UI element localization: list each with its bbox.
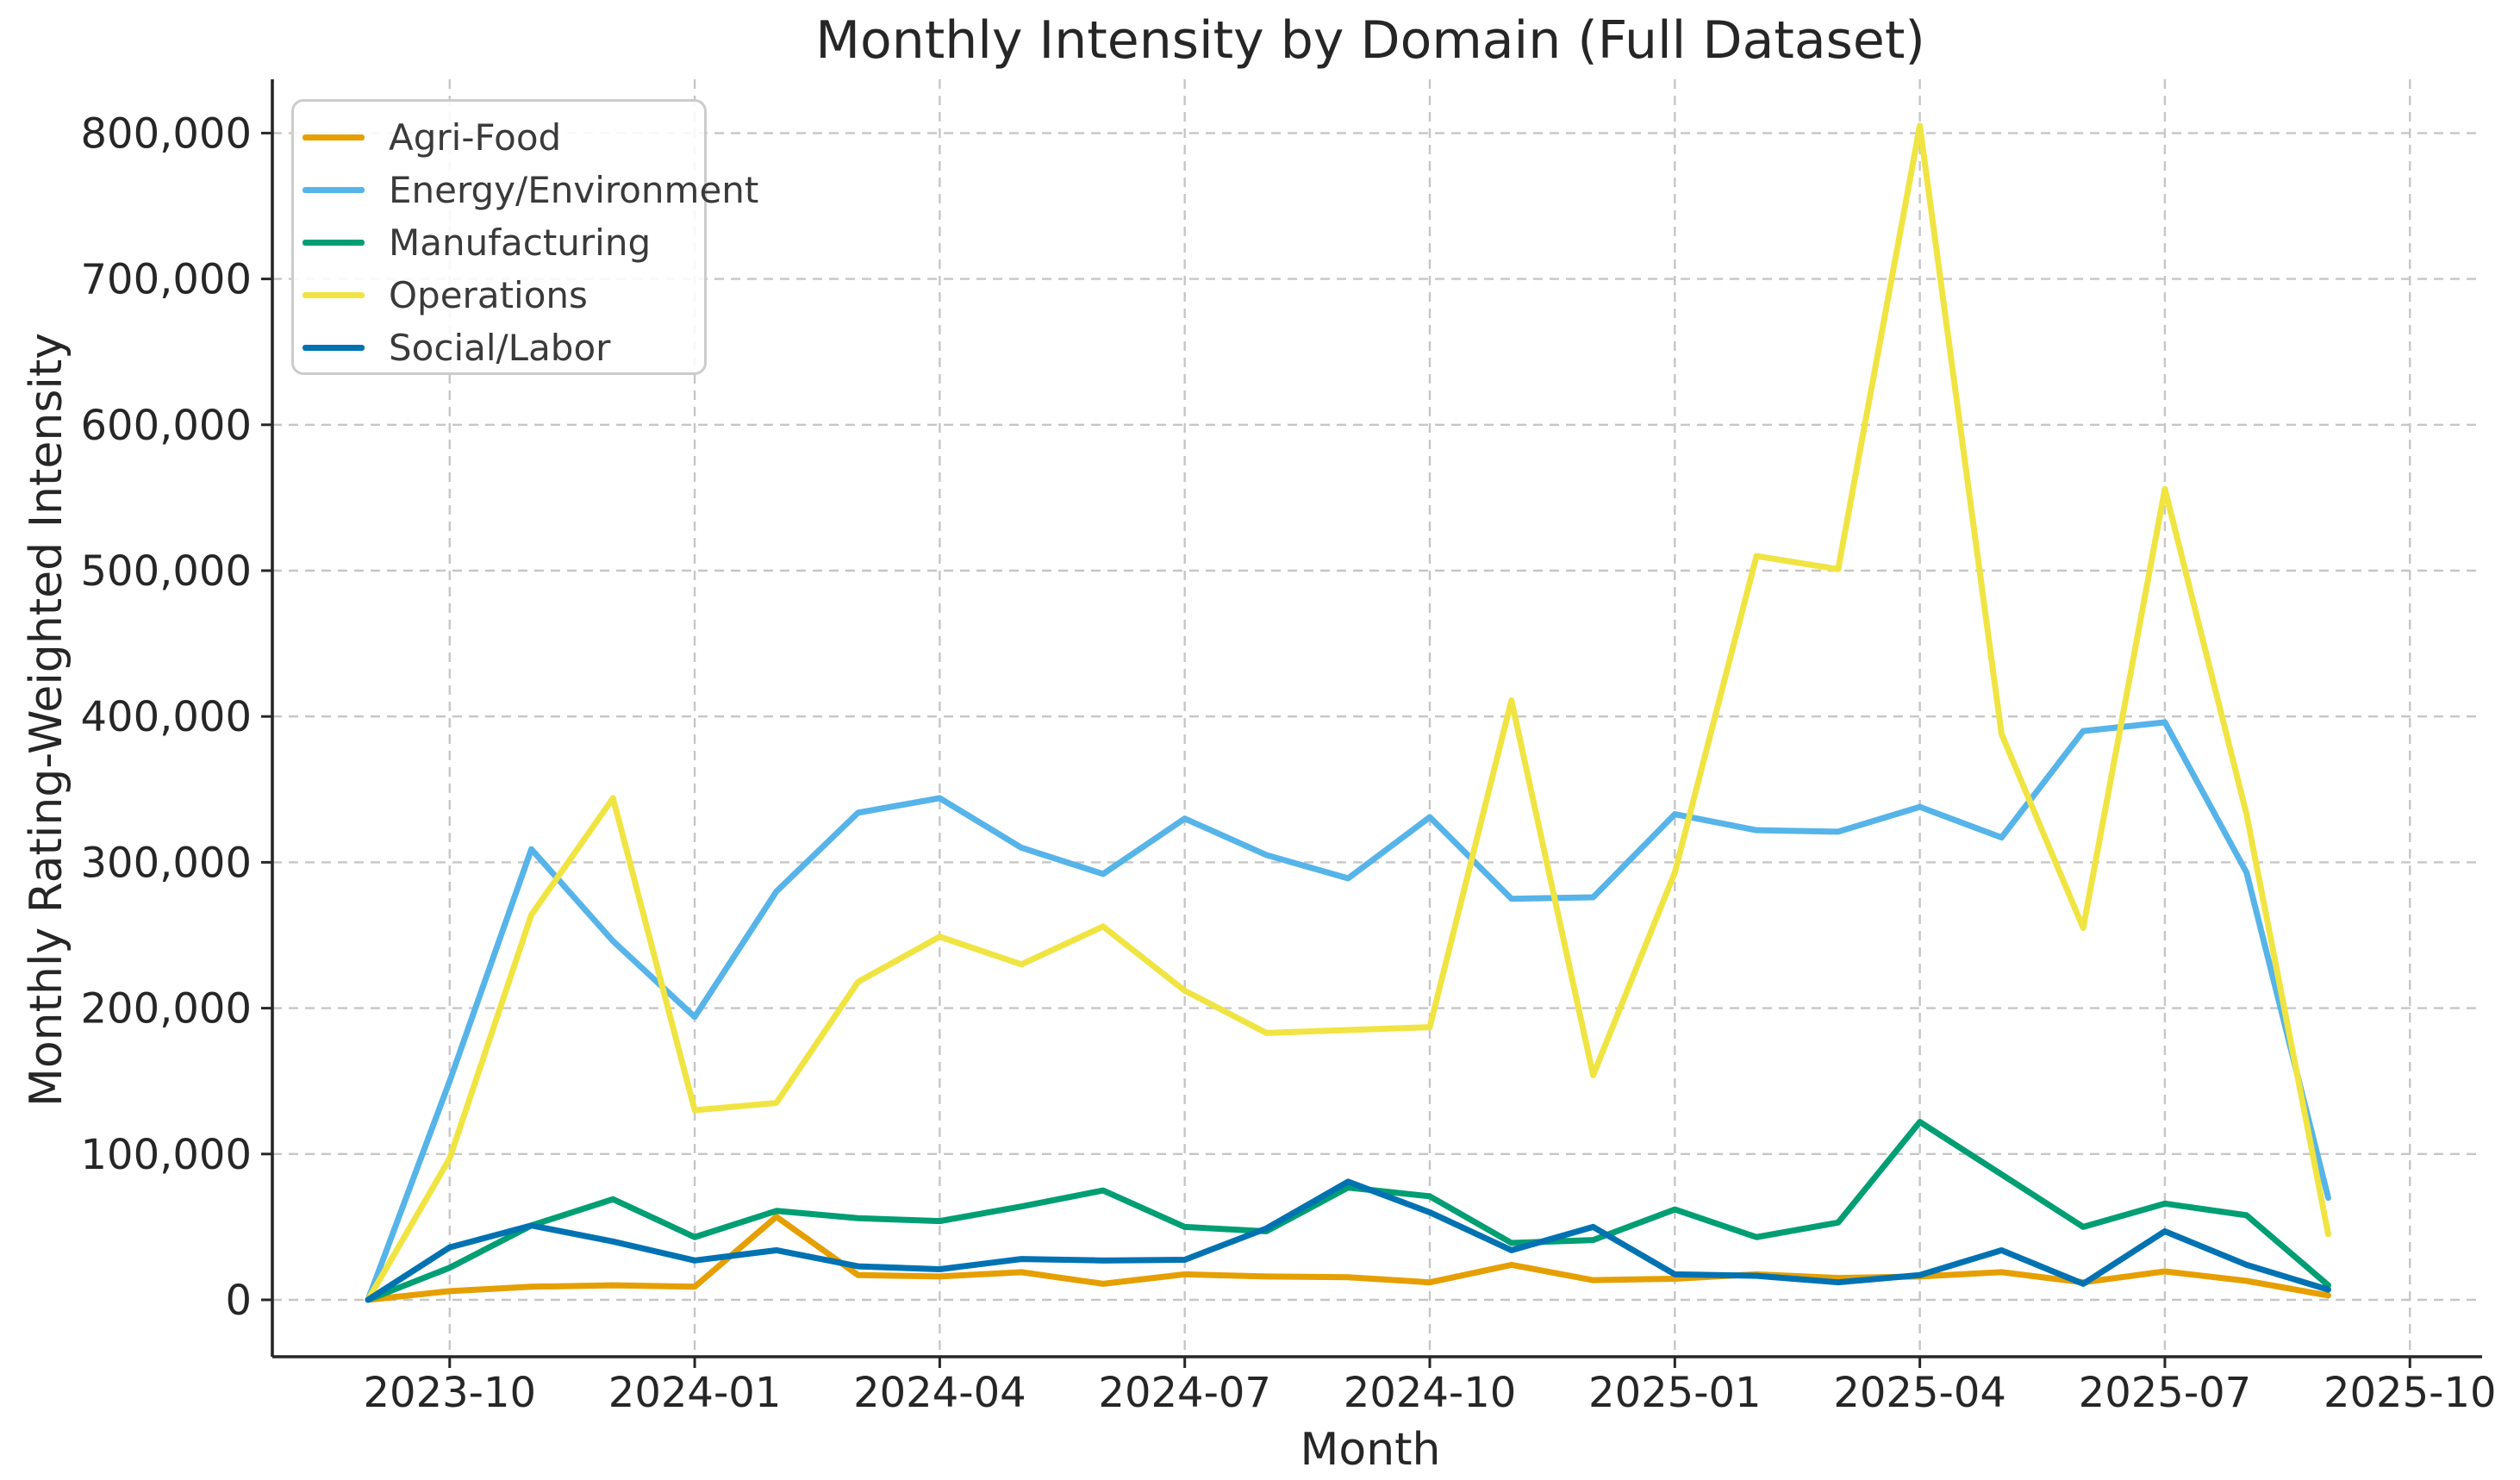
legend-item: Manufacturing: [303, 216, 704, 269]
x-tick-label: 2025-04: [1833, 1369, 2006, 1417]
legend-item: Energy/Environment: [303, 164, 758, 216]
y-tick-label: 400,000: [81, 693, 253, 741]
legend-label: Energy/Environment: [389, 169, 759, 211]
y-tick-label: 600,000: [81, 402, 253, 450]
y-tick-label: 800,000: [81, 109, 253, 158]
legend-line-icon: [303, 187, 365, 193]
x-tick-label: 2024-04: [853, 1369, 1026, 1417]
legend-item: Agri-Food: [303, 111, 704, 164]
x-tick-label: 2024-07: [1098, 1369, 1271, 1417]
legend-label: Social/Labor: [389, 327, 611, 369]
y-tick-label: 700,000: [81, 256, 253, 304]
chart-title: Monthly Intensity by Domain (Full Datase…: [815, 10, 1925, 71]
legend-label: Operations: [389, 274, 588, 316]
x-tick-label: 2025-07: [2079, 1369, 2252, 1417]
series-line-manufacturing: [365, 1119, 2331, 1303]
y-tick-label: 500,000: [81, 547, 253, 596]
legend-line-icon: [303, 240, 365, 246]
legend-item: Social/Labor: [303, 322, 704, 374]
legend: Agri-Food Energy/Environment Manufacturing…: [291, 99, 758, 375]
legend-label: Manufacturing: [389, 222, 652, 264]
legend-item: Operations: [303, 269, 704, 322]
x-tick-label: 2023-10: [363, 1369, 536, 1417]
x-tick-label: 2025-01: [1588, 1369, 1762, 1417]
x-axis-label: Month: [1300, 1424, 1441, 1476]
legend-label: Agri-Food: [389, 116, 562, 159]
y-tick-label: 100,000: [81, 1131, 253, 1179]
x-tick-label: 2025-10: [2324, 1369, 2497, 1417]
x-tick-label: 2024-10: [1344, 1369, 1517, 1417]
y-tick-label: 300,000: [81, 839, 253, 887]
series-line-operations: [365, 122, 2331, 1303]
legend-line-icon: [303, 134, 365, 141]
y-tick-label: 0: [225, 1277, 252, 1325]
x-tick-label: 2024-01: [608, 1369, 782, 1417]
series-line-energy-environment: [365, 719, 2331, 1303]
series-line-agri-food: [365, 1214, 2331, 1303]
y-tick-label: 200,000: [81, 985, 253, 1034]
legend-line-icon: [303, 292, 365, 298]
series-line-social-labor: [365, 1178, 2331, 1303]
legend-line-icon: [303, 345, 365, 351]
